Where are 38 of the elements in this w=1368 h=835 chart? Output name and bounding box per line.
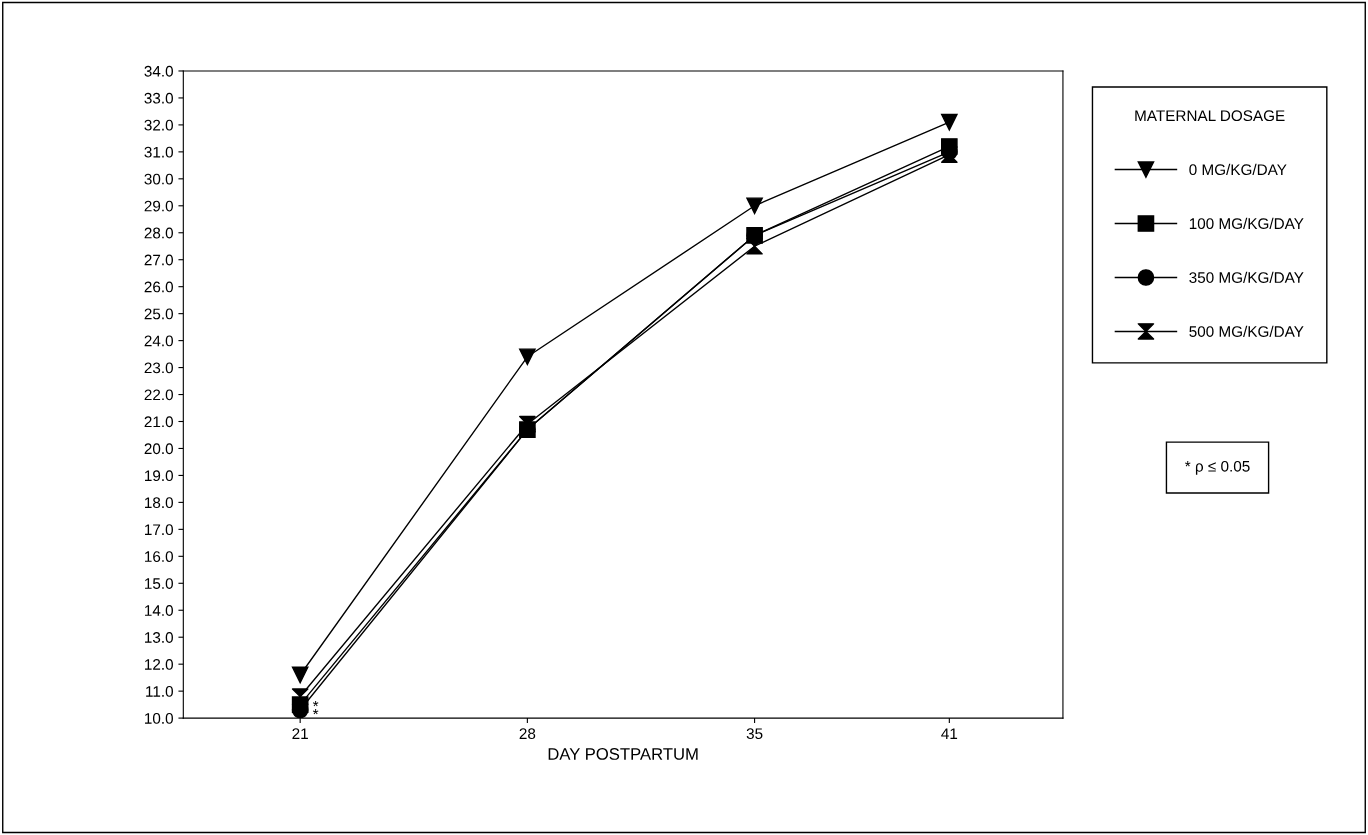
y-tick-label: 23.0 bbox=[144, 362, 173, 374]
x-tick-label: 41 bbox=[941, 728, 958, 739]
legend-title: MATERNAL DOSAGE bbox=[1135, 110, 1285, 122]
y-tick-label: 34.0 bbox=[144, 65, 173, 77]
y-tick-label: 15.0 bbox=[145, 578, 173, 589]
x-tick-label: 21 bbox=[292, 728, 308, 739]
text: * ρ ≤ 0.05 bbox=[1185, 460, 1250, 475]
y-tick-label: 27.0 bbox=[144, 254, 173, 266]
y-tick-label: 11.0 bbox=[146, 686, 173, 697]
y-tick-label: 14.0 bbox=[145, 605, 173, 616]
y-tick-label: 30.0 bbox=[144, 173, 173, 185]
y-tick-label: 31.0 bbox=[144, 146, 173, 158]
x-axis-title: DAY POSTPARTUM bbox=[548, 748, 698, 760]
y-tick-label: 28.0 bbox=[144, 227, 173, 239]
legend-label: 350 MG/KG/DAY bbox=[1189, 271, 1304, 283]
legend-label: 500 MG/KG/DAY bbox=[1189, 325, 1304, 337]
y-tick-label: 33.0 bbox=[144, 92, 173, 104]
y-tick-label: 32.0 bbox=[144, 119, 173, 131]
y-tick-label: 25.0 bbox=[144, 308, 173, 320]
annotation: * bbox=[312, 709, 319, 715]
legend-label: 0 MG/KG/DAY bbox=[1189, 163, 1287, 176]
y-tick-label: 22.0 bbox=[144, 389, 173, 401]
y-tick-label: 12.0 bbox=[145, 659, 173, 670]
y-tick-label: 26.0 bbox=[144, 281, 173, 293]
y-tick-label: 16.0 bbox=[145, 551, 173, 562]
y-tick-label: 13.0 bbox=[145, 632, 173, 643]
y-tick-label: 17.0 bbox=[145, 524, 173, 536]
x-tick-label: 28 bbox=[519, 728, 536, 740]
legend-label: 100 MG/KG/DAY bbox=[1189, 217, 1304, 230]
y-tick-label: 19.0 bbox=[145, 470, 173, 482]
y-tick-label: 20.0 bbox=[144, 443, 173, 455]
y-tick-label: 29.0 bbox=[144, 200, 173, 212]
annotation: * bbox=[312, 700, 319, 707]
y-tick-label: 18.0 bbox=[145, 497, 173, 509]
y-tick-label: 21.0 bbox=[144, 416, 173, 428]
y-tick-label: 10.0 bbox=[145, 712, 173, 724]
y-tick-label: 24.0 bbox=[144, 335, 173, 347]
x-tick-label: 35 bbox=[746, 728, 763, 740]
